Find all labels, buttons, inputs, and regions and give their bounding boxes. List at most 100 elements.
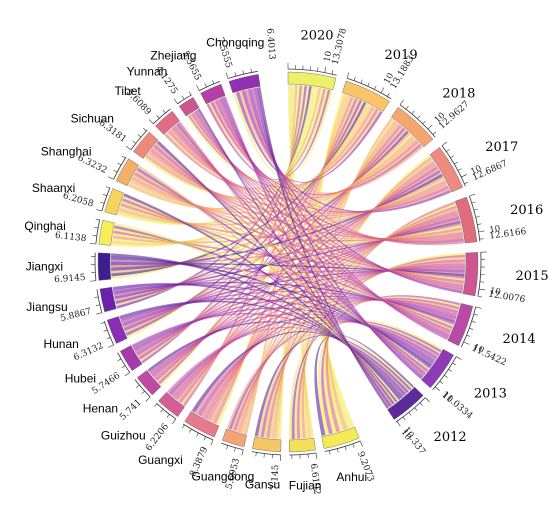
tick-mark bbox=[360, 440, 363, 447]
year-label: 2020 bbox=[300, 28, 333, 43]
tick-mark bbox=[464, 181, 469, 185]
sector-value-label: 12.0076 bbox=[488, 290, 527, 306]
tick-mark bbox=[95, 312, 102, 315]
tick-mark bbox=[106, 337, 111, 340]
tick-mark bbox=[226, 445, 228, 450]
tick-mark bbox=[471, 201, 476, 204]
sector-value-label: 6.4013 bbox=[264, 28, 276, 60]
chord-ribbon bbox=[250, 88, 448, 341]
tick-mark bbox=[450, 155, 454, 159]
province-sector-arc bbox=[252, 436, 282, 453]
tick-mark bbox=[92, 235, 97, 237]
tick-mark bbox=[196, 85, 200, 91]
province-sector-arc bbox=[98, 219, 115, 246]
tick-label: 10 bbox=[322, 50, 334, 63]
tick-axis-line bbox=[395, 397, 426, 423]
tick-mark bbox=[225, 72, 229, 79]
tick-axis-line bbox=[289, 452, 317, 456]
tick-mark bbox=[234, 447, 236, 452]
time-sector-arc bbox=[421, 348, 454, 389]
tick-mark bbox=[432, 131, 437, 135]
tick-mark bbox=[188, 91, 192, 96]
tick-mark bbox=[203, 436, 206, 441]
tick-mark bbox=[95, 304, 100, 307]
tick-mark bbox=[113, 169, 118, 173]
province-sector-arc bbox=[228, 74, 261, 94]
tick-label: 10 bbox=[382, 72, 396, 86]
tick-mark bbox=[94, 226, 99, 229]
chord-ribbon bbox=[247, 88, 463, 294]
tick-mark bbox=[478, 230, 485, 233]
tick-mark bbox=[402, 416, 406, 421]
province-sector-arc bbox=[119, 345, 143, 372]
sector-value-label: 6.6192 bbox=[308, 463, 322, 495]
tick-mark bbox=[95, 218, 100, 221]
tick-mark bbox=[212, 79, 215, 84]
tick-mark bbox=[242, 70, 244, 75]
province-label: Hubei bbox=[65, 372, 96, 386]
province-sector-arc bbox=[133, 131, 159, 159]
tick-mark bbox=[145, 396, 151, 402]
time-sector-arc bbox=[387, 386, 424, 420]
tick-axis-line bbox=[324, 440, 361, 452]
tick-mark bbox=[463, 341, 470, 345]
tick-mark bbox=[166, 414, 170, 418]
tick-mark bbox=[425, 397, 430, 403]
tick-mark bbox=[100, 322, 105, 324]
province-label: Henan bbox=[83, 402, 118, 416]
province-label: Shanghai bbox=[41, 145, 92, 159]
sector-value-label: 5.741 bbox=[118, 398, 144, 423]
tick-axis-line bbox=[227, 70, 258, 79]
tick-mark bbox=[473, 208, 478, 211]
province-sector-arc bbox=[99, 287, 117, 313]
province-label: Jiangsu bbox=[26, 300, 67, 314]
province-label: Fujian bbox=[289, 479, 322, 493]
tick-mark bbox=[353, 76, 356, 81]
tick-mark bbox=[189, 428, 192, 433]
tick-axis-line bbox=[101, 187, 111, 212]
tick-mark bbox=[125, 146, 132, 151]
tick-mark bbox=[105, 186, 110, 189]
chord-ribbon bbox=[253, 87, 423, 380]
tick-axis-line bbox=[469, 195, 481, 242]
tick-mark bbox=[479, 288, 486, 291]
tick-mark bbox=[452, 362, 457, 366]
tick-mark bbox=[367, 82, 370, 87]
province-label: Sichuan bbox=[71, 112, 114, 126]
tick-mark bbox=[475, 216, 480, 218]
ribbon-layer bbox=[110, 84, 466, 440]
province-label: Hunan bbox=[43, 337, 78, 351]
tick-mark bbox=[336, 448, 339, 453]
province-sector-arc bbox=[155, 111, 180, 135]
sector-value-label: 7.145 bbox=[270, 464, 282, 491]
tick-mark bbox=[182, 424, 185, 429]
tick-mark bbox=[317, 67, 319, 72]
province-sector-arc bbox=[137, 370, 162, 396]
tick-mark bbox=[143, 128, 147, 132]
time-sector-arc bbox=[462, 252, 479, 297]
tick-axis-line bbox=[477, 252, 482, 297]
tick-mark bbox=[352, 443, 355, 448]
tick-mark bbox=[315, 452, 318, 459]
province-sector-arc bbox=[97, 252, 112, 281]
province-sector-arc bbox=[116, 158, 139, 187]
tick-mark bbox=[141, 390, 145, 395]
tick-mark bbox=[471, 320, 476, 323]
tick-mark bbox=[411, 110, 415, 115]
tick-mark bbox=[234, 72, 237, 77]
year-label: 2017 bbox=[485, 140, 518, 155]
tick-mark bbox=[419, 402, 423, 406]
province-sector-arc bbox=[222, 428, 247, 448]
tick-axis-line bbox=[103, 320, 115, 345]
sector-value-label: 6.1138 bbox=[54, 231, 87, 245]
province-sector-arc bbox=[321, 426, 360, 449]
year-label: 2015 bbox=[516, 269, 549, 284]
tick-mark bbox=[446, 149, 450, 152]
tick-mark bbox=[422, 120, 426, 125]
tick-mark bbox=[162, 109, 166, 114]
tick-label: 10 bbox=[469, 163, 483, 177]
tick-mark bbox=[441, 141, 447, 146]
province-label: Tibet bbox=[114, 84, 141, 98]
tick-label: 10 bbox=[489, 286, 501, 297]
tick-mark bbox=[454, 161, 458, 165]
